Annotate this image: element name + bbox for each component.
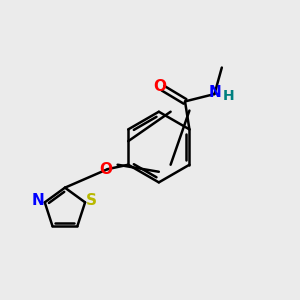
Text: O: O: [153, 79, 166, 94]
Text: N: N: [32, 194, 45, 208]
Text: N: N: [209, 85, 221, 100]
Text: O: O: [99, 162, 112, 177]
Text: H: H: [223, 88, 234, 103]
Text: S: S: [86, 194, 97, 208]
